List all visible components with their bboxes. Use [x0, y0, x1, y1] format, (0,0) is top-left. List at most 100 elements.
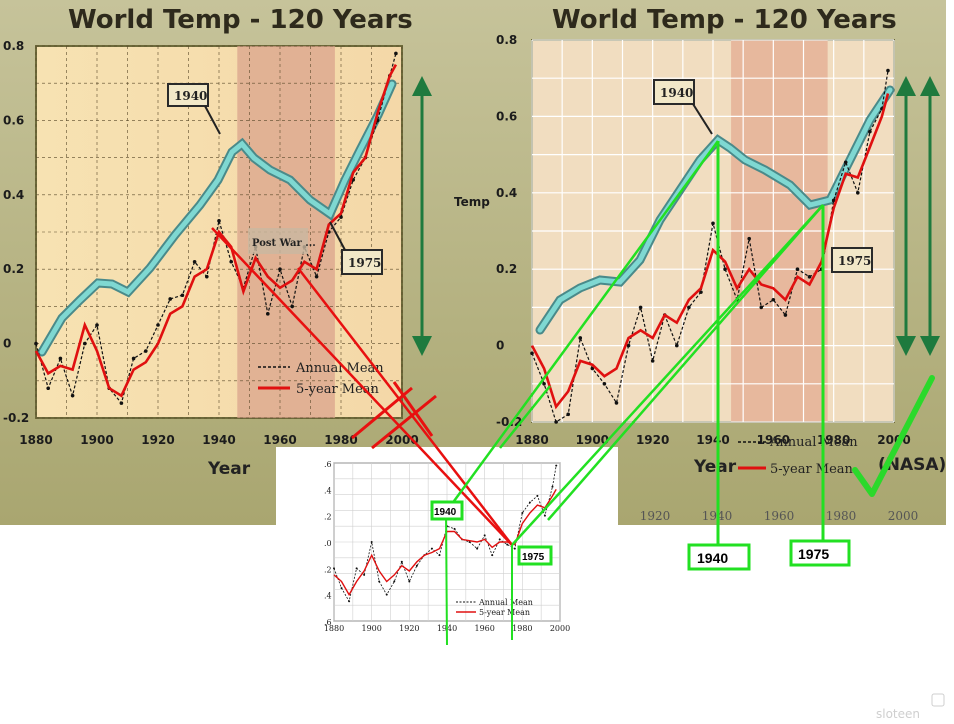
- left-range-arrowhead-up: [412, 76, 432, 96]
- inset-annual-point: [415, 564, 418, 567]
- left-annual-point: [83, 341, 87, 346]
- right-annual-point: [554, 420, 558, 424]
- green-label-boxes: 1940 1975 1940 1975: [430, 500, 851, 571]
- green-line-4: [511, 204, 824, 546]
- right-annual-point: [807, 275, 812, 279]
- inset-y-ticks: .6 .4 .2 .0 .2 .4 .6: [324, 460, 332, 627]
- left-annual-point: [156, 323, 160, 327]
- right-lower-x-tick-label: 2000: [888, 509, 919, 523]
- inset-y-tick-label: .2: [324, 565, 332, 574]
- right-range-arrowhead-2-down: [920, 336, 940, 356]
- right-annual-point: [759, 305, 764, 310]
- right-x-tick-label: 1960: [757, 433, 790, 447]
- left-annual-point: [266, 312, 270, 316]
- inset-1975-label: 1975: [522, 552, 545, 563]
- left-chart-title: World Temp - 120 Years: [68, 5, 413, 35]
- right-x-tick-label: 1980: [817, 433, 850, 447]
- left-series-5yr-line: [34, 63, 398, 398]
- right-y-tick-label: 0: [496, 339, 504, 353]
- left-annotation-1940-box: [167, 83, 209, 107]
- left-annotation-1975-box: [341, 249, 383, 275]
- inset-annual-point: [468, 541, 471, 543]
- left-x-tick-label: 1940: [202, 433, 235, 447]
- left-y-tick-label: 0: [3, 337, 11, 351]
- inset-annual-point: [363, 573, 366, 576]
- left-cyan-curve: [39, 81, 395, 355]
- inset-1940-box: [430, 500, 464, 521]
- right-annual-point: [578, 336, 583, 340]
- right-range-arrowhead-2-up: [920, 76, 940, 96]
- outer-1975-box: [789, 539, 851, 567]
- left-x-tick-label: 1920: [141, 433, 174, 447]
- right-chart-title: World Temp - 120 Years: [552, 5, 897, 35]
- inset-annual-point: [506, 543, 509, 546]
- inset-annual-point: [385, 593, 388, 596]
- inset-legend-5yr: 5-year Mean: [479, 608, 530, 617]
- outer-1940-label: 1940: [697, 550, 728, 566]
- right-annual-point: [566, 412, 570, 417]
- inset-annual-point: [453, 527, 456, 530]
- right-annual-point: [868, 129, 872, 134]
- left-postwar-note: Post War ...: [252, 238, 316, 249]
- right-annotation-1975-box: [831, 247, 873, 273]
- red-line-2: [297, 267, 513, 546]
- right-annual-point: [650, 359, 655, 363]
- left-annual-point: [46, 386, 50, 391]
- left-y-tick-label: 0.8: [3, 39, 24, 53]
- right-y-axis-label: Temp: [454, 195, 490, 209]
- watermark-text: sloteen: [876, 707, 920, 721]
- inset-y-tick-label: .6: [324, 618, 332, 627]
- watermark-icon: [931, 693, 945, 707]
- left-postwar-note-box: [248, 228, 308, 254]
- right-annotation-1940-box: [653, 79, 695, 105]
- right-annual-point: [638, 305, 643, 310]
- right-annual-point: [590, 366, 595, 371]
- inset-1940-label: 1940: [434, 507, 457, 518]
- right-annual-point: [843, 160, 848, 165]
- inset-legend-annual: Annual Mean: [478, 598, 533, 607]
- inset-x-tick-label: 1880: [324, 624, 344, 633]
- left-x-axis-label: Year: [207, 459, 251, 479]
- left-annual-point: [144, 349, 148, 353]
- inset-annual-point: [340, 587, 343, 590]
- inset-x-tick-label: 1960: [474, 624, 494, 633]
- right-lower-x-tick-label: 1920: [640, 509, 671, 523]
- left-annual-point: [119, 401, 124, 405]
- inset-annual-point: [408, 580, 411, 583]
- inset-y-tick-label: .4: [324, 592, 332, 601]
- inset-x-tick-label: 1980: [512, 624, 532, 633]
- left-annual-point: [95, 323, 99, 327]
- left-range-arrowhead-down: [412, 336, 432, 356]
- left-annual-point: [290, 304, 295, 309]
- right-legend-annual: Annual Mean: [769, 435, 858, 450]
- left-y-tick-label: -0.2: [3, 411, 29, 425]
- right-legend: Annual Mean 5-year Mean: [738, 435, 858, 477]
- green-line-8: [499, 385, 551, 449]
- right-x-tick-label: 1880: [515, 433, 548, 447]
- right-x-axis-label: Year: [693, 457, 737, 477]
- right-annual-point: [747, 236, 751, 241]
- left-legend: Annual Mean 5-year Mean: [258, 361, 384, 397]
- right-annual-point: [783, 313, 788, 317]
- red-cross-mark-3: [392, 381, 434, 437]
- inset-y-tick-label: .6: [324, 460, 332, 469]
- right-annual-point: [626, 343, 631, 348]
- right-annual-point: [771, 297, 776, 302]
- inset-annual-point: [333, 567, 335, 570]
- green-line-5: [547, 204, 824, 521]
- green-line-1: [444, 140, 720, 513]
- right-annual-point: [602, 382, 607, 386]
- inset-annual-point: [528, 501, 531, 504]
- inset-annual-point: [348, 600, 351, 603]
- right-y-tick-label: 0.8: [496, 33, 517, 47]
- inset-annual-point: [498, 538, 501, 541]
- inset-x-tick-label: 1920: [399, 624, 419, 633]
- left-annual-point: [180, 293, 185, 298]
- right-annual-point: [614, 401, 619, 405]
- left-annual-point: [168, 297, 172, 301]
- left-annual-point: [278, 267, 282, 272]
- right-x-tick-label: 1920: [636, 433, 669, 447]
- red-cross-mark-2: [371, 394, 437, 450]
